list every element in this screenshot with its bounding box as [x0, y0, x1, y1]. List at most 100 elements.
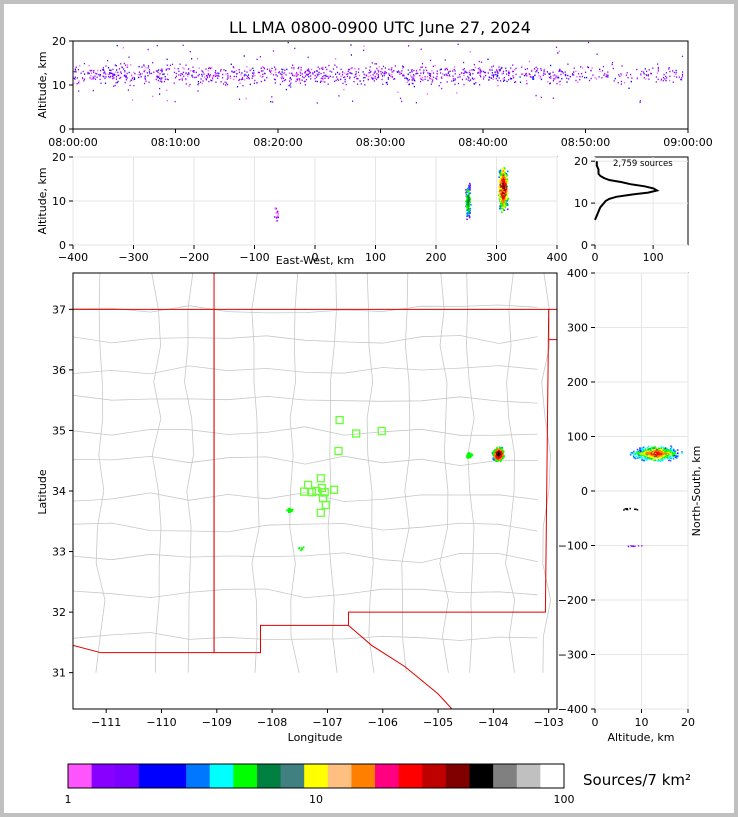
ew-source	[468, 200, 471, 202]
time-height-source	[412, 74, 415, 76]
time-height-source	[208, 74, 210, 77]
time-height-source	[411, 71, 413, 73]
time-height-source	[606, 74, 608, 76]
time-height-panel: 08:00:00 08:10:00 08:20:00 08:30:00 08:40:00…	[36, 35, 713, 149]
ns-source	[637, 451, 639, 454]
time-height-source	[109, 72, 111, 74]
ew-source	[467, 212, 470, 214]
time-height-source	[508, 72, 511, 74]
ew-source	[503, 209, 506, 211]
colorbar-cell	[138, 764, 163, 788]
ns-source	[633, 453, 636, 455]
time-height-source	[296, 72, 298, 74]
ns-source	[641, 457, 643, 459]
time-height-source	[412, 83, 414, 85]
time-height-source	[525, 79, 528, 82]
time-height-source	[76, 77, 78, 79]
time-height-source	[160, 77, 162, 79]
time-height-source	[369, 71, 371, 74]
ns-source	[659, 457, 661, 459]
ns-source	[641, 459, 643, 461]
ew-source	[501, 177, 503, 179]
time-height-source	[503, 79, 506, 81]
time-height-source	[260, 70, 263, 72]
time-height-source	[681, 77, 683, 79]
lon-tick-label: −105	[423, 716, 453, 729]
ns-source	[648, 454, 650, 457]
time-height-source	[304, 75, 307, 77]
time-height-source	[320, 77, 322, 80]
time-height-source	[324, 81, 326, 83]
ns-source	[665, 452, 668, 454]
plan-view-source	[494, 450, 497, 453]
time-height-source	[426, 69, 428, 72]
time-height-source	[542, 74, 544, 76]
ns-source	[660, 450, 663, 452]
time-height-source	[406, 78, 408, 80]
ew-source	[501, 189, 503, 191]
time-height-source	[377, 74, 379, 76]
time-height-source	[540, 96, 542, 99]
time-height-source	[385, 72, 388, 74]
time-height-source	[129, 84, 131, 87]
ew-source	[502, 208, 504, 210]
ns-source	[672, 454, 674, 457]
plan-view-source	[498, 446, 501, 449]
time-height-source	[308, 72, 310, 75]
time-height-source	[307, 56, 309, 58]
time-height-source	[471, 69, 473, 71]
ew-source	[467, 202, 470, 204]
time-height-source	[328, 64, 330, 67]
time-height-source	[469, 80, 471, 82]
time-height-source	[420, 48, 422, 50]
ns-source	[653, 457, 655, 459]
time-height-source	[465, 78, 467, 80]
time-height-source	[337, 79, 340, 81]
time-height-source	[238, 98, 241, 100]
time-height-source	[611, 63, 613, 66]
time-height-source	[246, 71, 248, 73]
time-height-source	[367, 78, 370, 81]
time-height-source	[601, 70, 604, 72]
ns-source	[642, 451, 644, 454]
time-height-source	[335, 58, 337, 60]
ew-source	[501, 192, 504, 194]
ns-source	[666, 450, 669, 452]
time-height-source	[87, 72, 89, 75]
time-height-source	[233, 78, 235, 81]
time-height-source	[417, 72, 419, 75]
time-height-source	[291, 74, 294, 76]
time-height-source	[126, 72, 128, 75]
ew-source	[505, 202, 507, 204]
time-height-source	[122, 47, 124, 49]
time-height-source	[505, 67, 507, 69]
time-height-source	[175, 75, 177, 78]
time-height-source	[561, 71, 563, 73]
time-height-source	[79, 65, 81, 67]
time-height-source	[449, 75, 451, 78]
time-height-source	[427, 79, 429, 82]
lon-tick-label: −108	[257, 716, 287, 729]
plan-view-source	[495, 456, 498, 458]
time-height-source	[126, 66, 128, 68]
ew-source	[468, 185, 471, 188]
time-height-source	[472, 73, 474, 75]
time-height-source	[88, 72, 90, 75]
time-height-source	[120, 63, 122, 65]
ns-source	[629, 507, 631, 510]
time-height-source	[498, 69, 500, 71]
time-height-source	[191, 58, 193, 60]
time-height-source	[133, 78, 136, 80]
time-height-source	[185, 72, 187, 75]
time-height-source	[364, 74, 366, 76]
time-height-source	[655, 76, 657, 78]
time-height-source	[125, 76, 127, 78]
time-height-source	[253, 69, 255, 72]
time-height-source	[445, 73, 447, 75]
time-height-source	[377, 77, 379, 79]
time-height-source	[448, 74, 451, 76]
time-height-source	[94, 78, 97, 80]
ew-source	[466, 209, 468, 212]
time-height-source	[378, 66, 380, 68]
time-height-source	[353, 80, 355, 83]
